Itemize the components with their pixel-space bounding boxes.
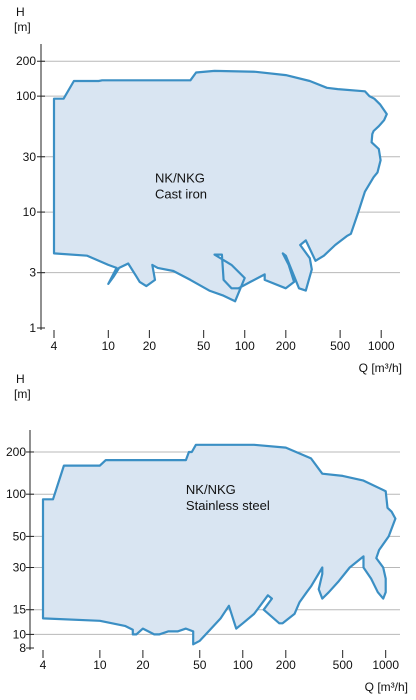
chart-0-x-tick-label-5: 200 xyxy=(276,339,296,353)
chart-1-y-tick-label-3: 30 xyxy=(13,561,27,575)
chart-1-y-tick-label-4: 50 xyxy=(13,529,27,543)
chart-1-x-tick-label-7: 1000 xyxy=(372,658,399,672)
chart-1-operating-range-area xyxy=(41,443,397,646)
chart-0-y-axis-title: H xyxy=(16,5,25,19)
chart-1-x-tick-label-4: 100 xyxy=(233,658,253,672)
chart-1-x-tick-label-5: 200 xyxy=(276,658,296,672)
chart-1-x-tick-label-1: 10 xyxy=(93,658,107,672)
chart-cast-iron: 1 3 10 30 100 200 4 10 20 50 100 200 500 1000 H[m] Q [m… xyxy=(14,5,402,375)
chart-0-x-tick-label-2: 20 xyxy=(143,339,157,353)
chart-1-y-axis-title: H xyxy=(16,372,25,386)
chart-0-x-tick-label-1: 10 xyxy=(102,339,116,353)
chart-1-x-tick-label-2: 20 xyxy=(136,658,150,672)
chart-1-annotation-line-0: NK/NKG xyxy=(186,482,236,497)
chart-0-x-axis-title: Q [m³/h] xyxy=(359,361,402,375)
chart-1-x-tick-label-0: 4 xyxy=(40,658,47,672)
chart-0-x-tick-label-6: 500 xyxy=(330,339,350,353)
chart-1-x-axis-title: Q [m³/h] xyxy=(365,680,408,694)
chart-0-operating-range-area xyxy=(52,69,388,303)
chart-0-y-tick-label-0: 1 xyxy=(29,321,36,335)
chart-0-x-tick-label-7: 1000 xyxy=(368,339,395,353)
chart-1-x-tick-label-3: 50 xyxy=(193,658,207,672)
chart-1-y-tick-label-6: 200 xyxy=(6,445,26,459)
chart-1-y-tick-label-5: 100 xyxy=(6,487,26,501)
chart-0-x-tick-label-0: 4 xyxy=(51,339,58,353)
chart-0-y-tick-label-5: 200 xyxy=(16,54,36,68)
chart-1-y-tick-label-2: 15 xyxy=(13,603,27,617)
chart-0-x-tick-label-3: 50 xyxy=(197,339,211,353)
chart-0-y-tick-label-2: 10 xyxy=(23,205,37,219)
chart-0-y-axis-unit: [m] xyxy=(14,20,31,34)
chart-1-y-tick-label-0: 8 xyxy=(19,641,26,655)
chart-1-y-axis-unit: [m] xyxy=(14,387,31,401)
chart-0-annotation-line-0: NK/NKG xyxy=(155,170,205,185)
chart-1-annotation-line-1: Stainless steel xyxy=(186,498,270,513)
chart-0-x-tick-label-4: 100 xyxy=(235,339,255,353)
chart-1-y-tick-label-1: 10 xyxy=(13,627,27,641)
chart-0-y-tick-label-4: 100 xyxy=(16,89,36,103)
chart-1-x-tick-label-6: 500 xyxy=(333,658,353,672)
chart-0-y-tick-label-1: 3 xyxy=(29,266,36,280)
chart-0-y-tick-label-3: 30 xyxy=(23,150,37,164)
chart-0-annotation-line-1: Cast iron xyxy=(155,186,207,201)
